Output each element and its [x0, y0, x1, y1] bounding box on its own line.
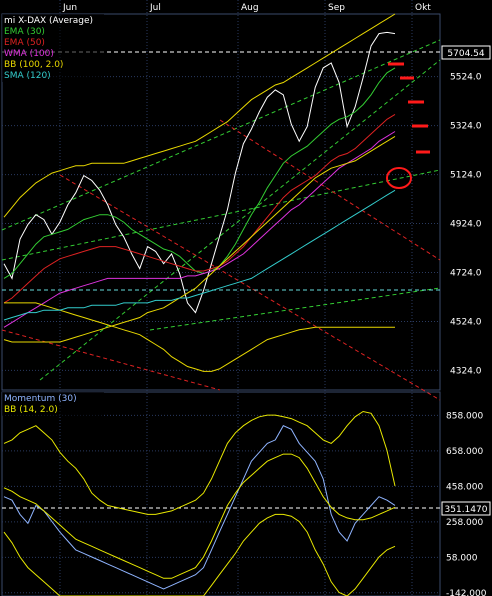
momentum-legend-item: Momentum (30): [4, 394, 77, 404]
main-series-group: [3, 13, 396, 372]
month-label: Jul: [149, 3, 161, 13]
last-value-box: [441, 45, 491, 60]
main-legend-item: SMA (120): [4, 71, 51, 81]
y-tick-label: 4524.0: [450, 317, 482, 327]
last-value-label: 5704.54: [447, 49, 484, 59]
trendline: [219, 119, 441, 261]
main-legend-item: EMA (50): [4, 38, 45, 48]
series-sma-120: [3, 189, 396, 321]
series-momentum-30: [3, 425, 396, 590]
series-bb-100-2-0: [3, 13, 396, 218]
trendline: [1, 39, 441, 231]
annotation-group: [386, 62, 430, 189]
momentum-frame: [1, 391, 441, 596]
momentum-last-value-box: [441, 501, 491, 516]
momentum-y-tick-label: 658.000: [446, 447, 483, 457]
month-label: Aug: [241, 3, 259, 13]
momentum-series-group: [3, 410, 396, 596]
momentum-y-axis: -142.000 58.000 258.000 458.000 658.000 858.0…: [446, 411, 487, 596]
series-bb-100-2-0: [3, 135, 396, 343]
momentum-legend: Momentum (30)BB (14, 2.0): [2, 392, 104, 416]
trendline: [1, 169, 441, 261]
annotation-circle: [386, 167, 412, 189]
trendline: [59, 174, 441, 401]
y-tick-label: 5324.0: [450, 122, 482, 132]
main-legend-item: WMA (100): [4, 49, 54, 59]
momentum-legend-bg: [2, 392, 104, 416]
main-legend-bg: [2, 14, 104, 82]
y-tick-label: 4924.0: [450, 220, 482, 230]
momentum-y-tick-label: -142.000: [446, 589, 487, 596]
y-tick-label: 5524.0: [450, 73, 482, 83]
main-legend-item: mi X-DAX (Average): [4, 16, 93, 26]
momentum-y-tick-label: 58.000: [446, 553, 478, 563]
series-wma-100: [3, 131, 396, 328]
series-bb-14-2-0: [3, 410, 396, 515]
main-y-axis: 4324.0 4524.0 4724.0 4924.0 5124.0 5324.0 5524…: [450, 73, 482, 377]
series-ema-50: [3, 113, 396, 304]
momentum-y-tick-label: 458.000: [446, 482, 483, 492]
momentum-y-tick-label: 258.000: [446, 518, 483, 528]
series-mi-x-dax-average: [3, 31, 396, 314]
series-bb-14-2-0: [3, 453, 396, 579]
main-legend-item: BB (100, 2.0): [4, 60, 63, 70]
month-label: Okt: [415, 3, 431, 13]
momentum-legend-item: BB (14, 2.0): [4, 405, 58, 415]
last-value-group: 5704.54 351.1470: [441, 45, 491, 516]
trendline: [1, 329, 221, 391]
series-bb-100-2-0: [4, 302, 395, 372]
trendline-group: [1, 39, 441, 509]
trendline: [39, 59, 441, 381]
y-tick-label: 4324.0: [450, 366, 482, 376]
month-label: Sep: [328, 3, 345, 13]
series-bb-14-2-0: [3, 513, 396, 596]
momentum-last-value-label: 351.1470: [445, 505, 488, 515]
main-frame: [1, 13, 441, 391]
month-label: Jun: [62, 3, 77, 13]
y-tick-label: 4724.0: [450, 269, 482, 279]
month-axis: Jun Jul Aug Sep Okt: [62, 3, 431, 13]
momentum-y-tick-label: 858.000: [446, 411, 483, 421]
main-legend: mi X-DAX (Average)EMA (30)EMA (50)WMA (1…: [2, 14, 104, 82]
y-tick-label: 5124.0: [450, 171, 482, 181]
main-legend-item: EMA (30): [4, 27, 45, 37]
series-ema-30: [3, 67, 396, 279]
